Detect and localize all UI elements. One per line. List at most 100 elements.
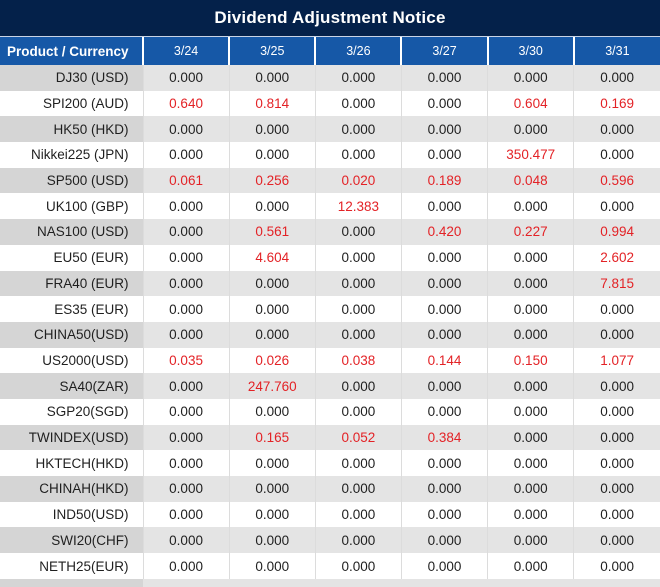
product-cell: IND50(USD) <box>0 501 143 528</box>
value-cell: 0.052 <box>314 424 402 451</box>
value-cell: 0.000 <box>142 424 230 451</box>
value-cell: 0.604 <box>487 90 574 117</box>
value-cell: 0.000 <box>142 476 230 502</box>
table-row: SP500 (USD) 0.061 0.256 0.020 0.189 0.04… <box>0 167 660 194</box>
value-cell: 0.000 <box>573 476 660 502</box>
value-cell: 0.035 <box>142 347 230 374</box>
value-cell: 0.000 <box>228 450 316 476</box>
value-cell: 0.000 <box>228 321 316 348</box>
value-cell: 0.000 <box>573 193 660 220</box>
value-cell: 0.169 <box>573 90 660 117</box>
value-cell: 0.000 <box>573 424 660 451</box>
value-cell: 0.000 <box>142 65 230 91</box>
value-cell: 0.000 <box>487 270 574 297</box>
value-cell: 0.000 <box>314 321 402 348</box>
value-cell: 0.000 <box>314 116 402 143</box>
value-cell: 0.000 <box>573 450 660 476</box>
column-header-product: Product / Currency <box>0 37 143 65</box>
value-cell: 0.000 <box>573 527 660 554</box>
value-cell: 0.000 <box>573 296 660 322</box>
value-cell: 0.000 <box>487 321 574 348</box>
value-cell: 0.256 <box>228 167 316 194</box>
value-cell: 0.000 <box>142 219 230 245</box>
value-cell: 0.000 <box>400 193 488 220</box>
product-cell: ES35 (EUR) <box>0 296 143 322</box>
table-row: HK50 (HKD) 0.000 0.000 0.000 0.000 0.000… <box>0 116 660 143</box>
value-cell: 0.000 <box>487 244 574 271</box>
product-cell: SPI200 (AUD) <box>0 90 143 117</box>
value-cell: 0.000 <box>487 527 574 554</box>
value-cell: 0.000 <box>228 142 316 168</box>
value-cell: 0.000 <box>487 398 574 425</box>
product-cell: CHINA50(USD) <box>0 321 143 348</box>
table-row: IND50(USD) 0.000 0.000 0.000 0.000 0.000… <box>0 501 660 528</box>
value-cell: 0.000 <box>228 116 316 143</box>
value-cell: 0.000 <box>314 219 402 245</box>
value-cell: 0.000 <box>400 398 488 425</box>
value-cell: 0.000 <box>142 553 230 579</box>
product-cell: CHINAH(HKD) <box>0 476 143 502</box>
product-cell: SWI20(CHF) <box>0 527 143 554</box>
value-cell: 0.000 <box>314 270 402 297</box>
value-cell: 0.000 <box>487 116 574 143</box>
partial-product-cell <box>0 579 143 587</box>
value-cell: 0.000 <box>142 501 230 528</box>
value-cell: 0.000 <box>573 501 660 528</box>
value-cell: 0.048 <box>487 167 574 194</box>
value-cell: 0.061 <box>142 167 230 194</box>
value-cell: 0.000 <box>142 321 230 348</box>
value-cell: 0.000 <box>400 476 488 502</box>
value-cell: 0.814 <box>228 90 316 117</box>
value-cell: 0.000 <box>487 553 574 579</box>
value-cell: 0.000 <box>228 527 316 554</box>
product-cell: NETH25(EUR) <box>0 553 143 579</box>
value-cell: 0.000 <box>400 450 488 476</box>
value-cell: 0.000 <box>400 501 488 528</box>
column-header-date: 3/24 <box>141 37 230 65</box>
table-row: NETH25(EUR) 0.000 0.000 0.000 0.000 0.00… <box>0 553 660 579</box>
value-cell: 0.000 <box>228 501 316 528</box>
value-cell: 0.000 <box>573 65 660 91</box>
value-cell: 0.000 <box>228 476 316 502</box>
partial-value-cells <box>143 579 660 587</box>
value-cell: 0.000 <box>400 90 488 117</box>
value-cell: 0.150 <box>487 347 574 374</box>
value-cell: 0.000 <box>142 398 230 425</box>
table-row: ES35 (EUR) 0.000 0.000 0.000 0.000 0.000… <box>0 296 660 322</box>
value-cell: 0.000 <box>314 90 402 117</box>
value-cell: 0.000 <box>487 296 574 322</box>
table-row: US2000(USD) 0.035 0.026 0.038 0.144 0.15… <box>0 347 660 374</box>
value-cell: 0.000 <box>573 321 660 348</box>
value-cell: 0.000 <box>314 142 402 168</box>
value-cell: 0.000 <box>228 270 316 297</box>
value-cell: 0.000 <box>400 142 488 168</box>
table-row: SA40(ZAR) 0.000 247.760 0.000 0.000 0.00… <box>0 373 660 399</box>
value-cell: 0.000 <box>142 450 230 476</box>
product-cell: NAS100 (USD) <box>0 219 143 245</box>
table-header: Product / Currency 3/24 3/25 3/26 3/27 3… <box>0 37 660 65</box>
value-cell: 0.000 <box>314 476 402 502</box>
value-cell: 0.000 <box>142 527 230 554</box>
value-cell: 2.602 <box>573 244 660 271</box>
title-bar: Dividend Adjustment Notice <box>0 0 660 37</box>
value-cell: 0.000 <box>314 398 402 425</box>
value-cell: 0.000 <box>400 244 488 271</box>
product-cell: SP500 (USD) <box>0 167 143 194</box>
value-cell: 0.640 <box>142 90 230 117</box>
value-cell: 0.000 <box>228 296 316 322</box>
value-cell: 350.477 <box>487 142 574 168</box>
value-cell: 0.227 <box>487 219 574 245</box>
value-cell: 0.038 <box>314 347 402 374</box>
value-cell: 0.000 <box>400 65 488 91</box>
table-row: NAS100 (USD) 0.000 0.561 0.000 0.420 0.2… <box>0 219 660 245</box>
value-cell: 0.165 <box>228 424 316 451</box>
value-cell: 0.000 <box>314 65 402 91</box>
table-row: SPI200 (AUD) 0.640 0.814 0.000 0.000 0.6… <box>0 90 660 117</box>
value-cell: 0.000 <box>400 553 488 579</box>
value-cell: 7.815 <box>573 270 660 297</box>
table-row: CHINA50(USD) 0.000 0.000 0.000 0.000 0.0… <box>0 321 660 348</box>
value-cell: 4.604 <box>228 244 316 271</box>
value-cell: 0.000 <box>314 373 402 399</box>
value-cell: 0.994 <box>573 219 660 245</box>
